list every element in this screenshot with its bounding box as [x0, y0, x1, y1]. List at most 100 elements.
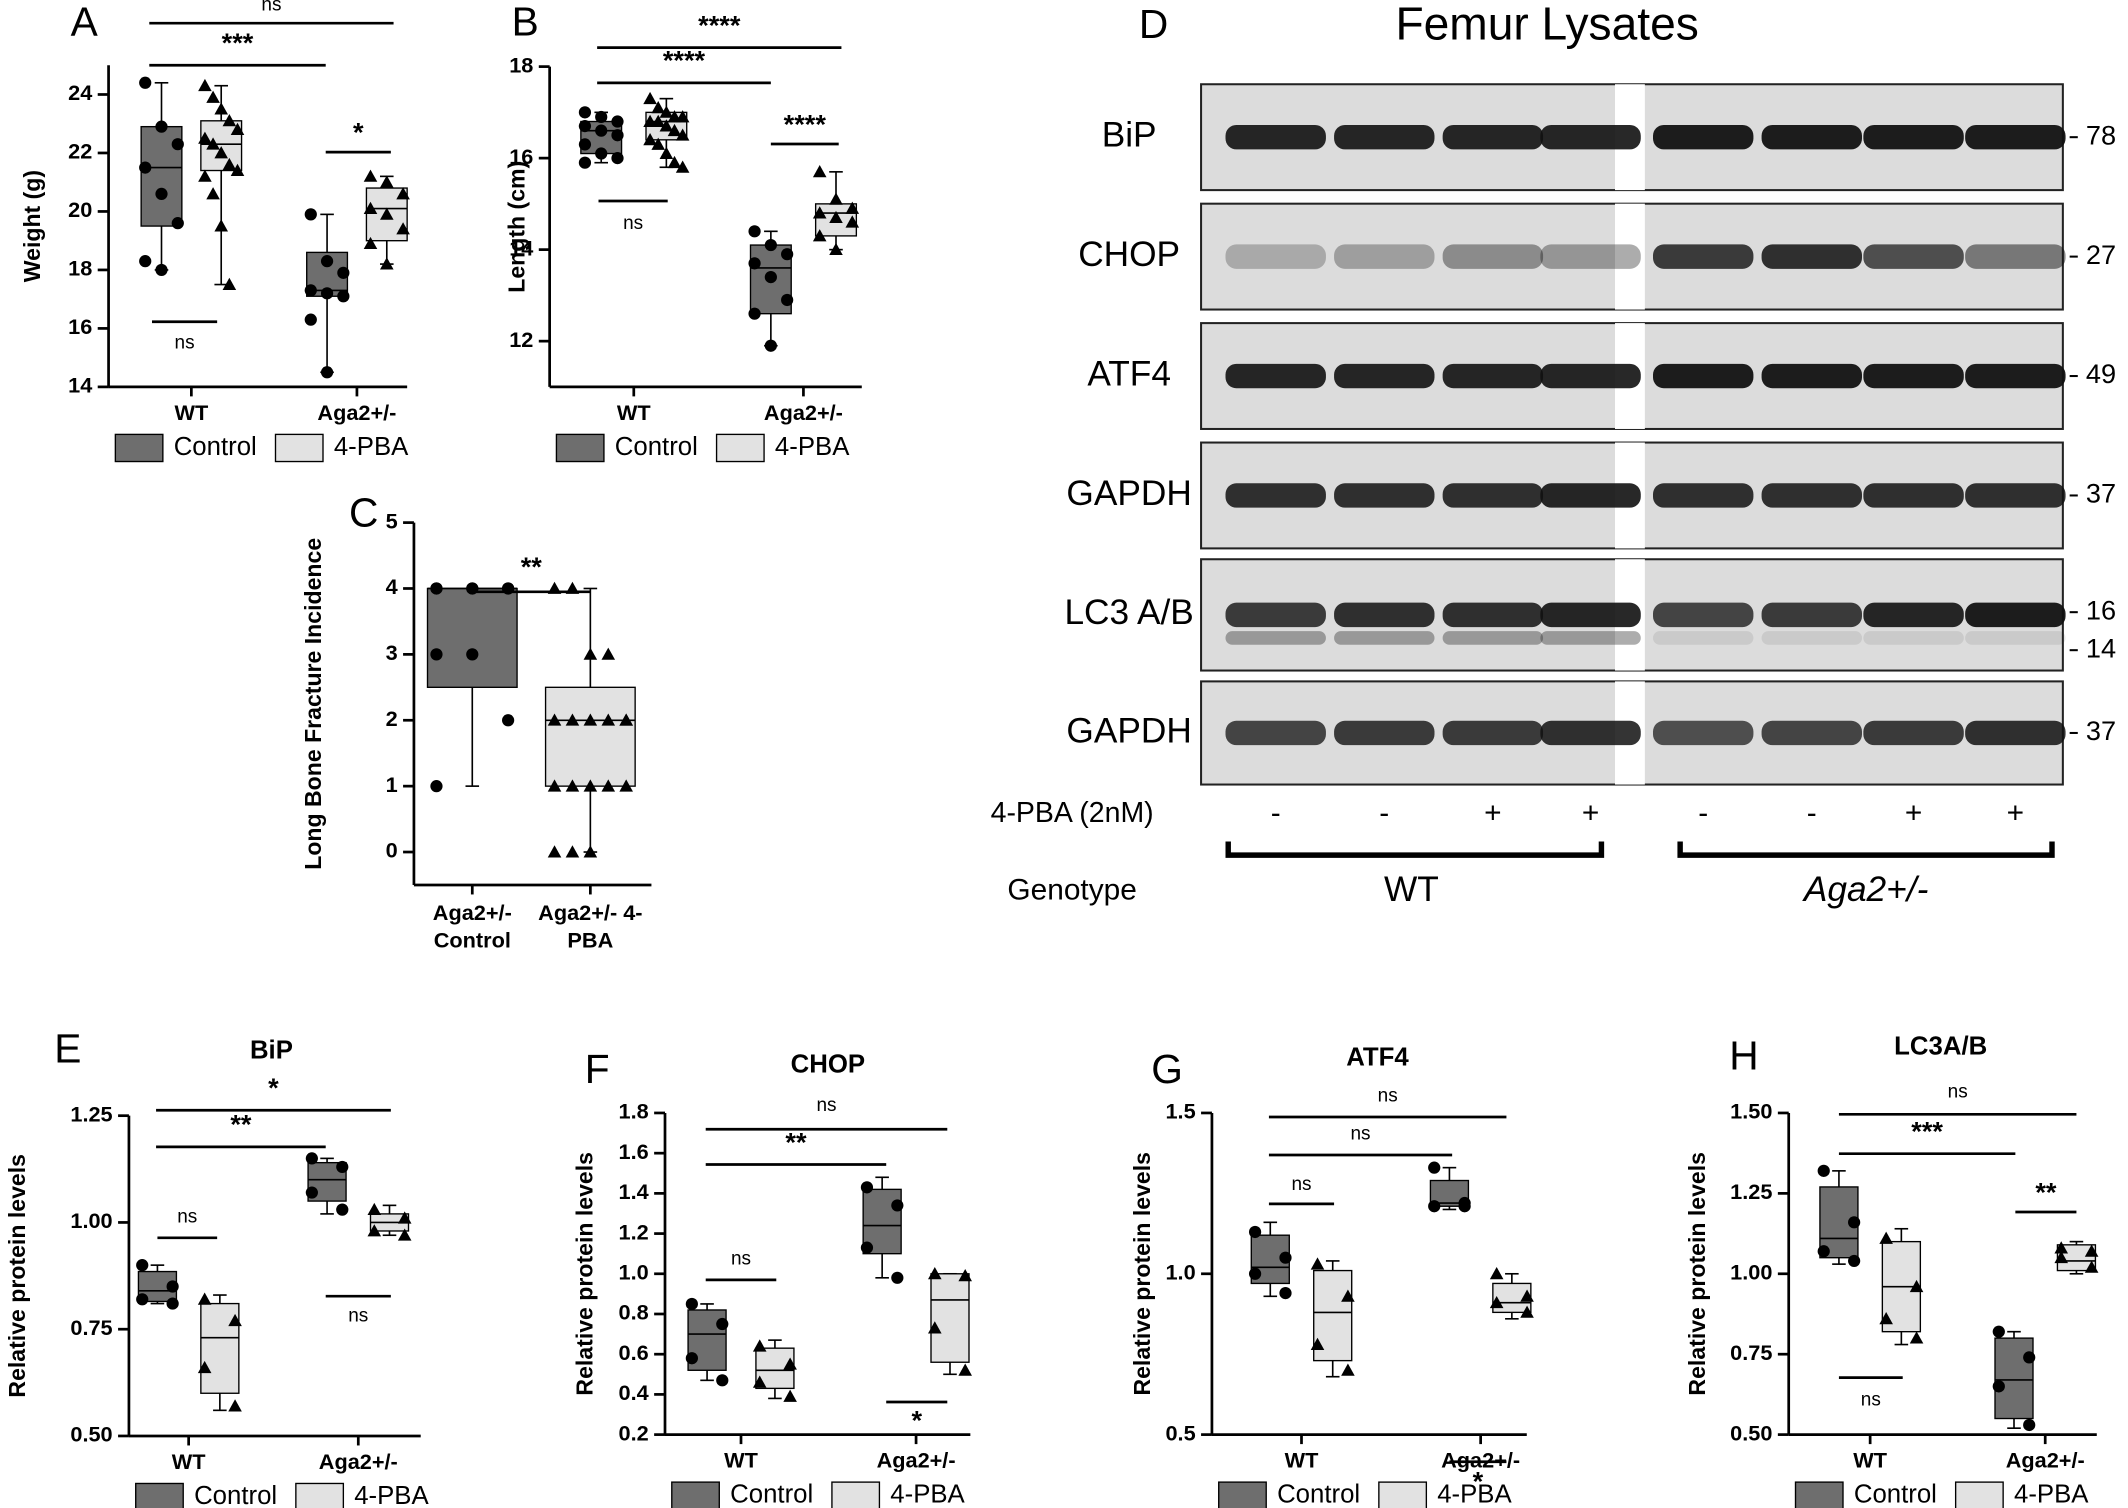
- band: [1653, 483, 1754, 508]
- significance-label: ns: [816, 1095, 836, 1116]
- data-point: [155, 263, 168, 277]
- x-tick-label-box: Aga2+/- Control: [432, 902, 512, 953]
- data-point: [1489, 1267, 1504, 1280]
- data-point: [583, 845, 598, 858]
- y-axis-title: Length (cm): [504, 161, 530, 293]
- data-point: [611, 129, 624, 142]
- x-tick-label: WT: [724, 1447, 758, 1472]
- data-point: [1520, 1305, 1534, 1318]
- data-point: [829, 210, 843, 224]
- data-point: [380, 207, 394, 220]
- x-tick-label: Aga2+/- Control: [432, 902, 512, 953]
- band: [1540, 720, 1641, 746]
- treatment-sign: -: [1807, 796, 1817, 829]
- band: [1442, 602, 1544, 628]
- band: [1442, 124, 1544, 150]
- y-tick-label: 0.6: [619, 1340, 649, 1365]
- data-point: [304, 208, 317, 221]
- data-point: [643, 91, 657, 105]
- data-point: [166, 1280, 179, 1293]
- data-point: [578, 156, 592, 169]
- significance-label: **: [521, 551, 543, 582]
- y-tick-label: 1.00: [1730, 1260, 1772, 1285]
- data-point: [685, 1297, 698, 1311]
- data-point: [1341, 1363, 1355, 1376]
- significance-label: ****: [784, 108, 827, 139]
- data-point: [198, 131, 212, 144]
- y-tick-label: 0.4: [619, 1380, 649, 1405]
- y-tick-label: 2: [386, 706, 398, 731]
- data-point: [166, 1297, 179, 1310]
- band: [1761, 602, 1862, 628]
- y-tick-label: 1.8: [619, 1099, 649, 1124]
- band: [1863, 602, 1964, 628]
- data-point: [230, 122, 245, 136]
- data-point: [1848, 1254, 1861, 1268]
- marker-size: 78: [2086, 119, 2116, 150]
- band: [1965, 631, 2066, 645]
- y-tick-label: 12: [509, 327, 533, 352]
- legend-label: Control: [1854, 1480, 1937, 1508]
- data-point: [1248, 1267, 1262, 1280]
- data-point: [230, 163, 245, 176]
- data-point: [336, 1160, 349, 1174]
- x-tick-label: WT: [1285, 1447, 1319, 1472]
- panel-letter: F: [585, 1046, 610, 1092]
- marker-size: 14: [2086, 632, 2116, 663]
- genotype-bracket: [1225, 841, 1605, 858]
- treatment-sign: +: [1905, 796, 1922, 829]
- y-tick-label: 1.50: [1730, 1099, 1772, 1124]
- data-point: [928, 1321, 942, 1334]
- band: [1863, 124, 1964, 150]
- band: [1653, 244, 1754, 269]
- marker-size: 37: [2086, 478, 2116, 509]
- data-point: [397, 1228, 412, 1241]
- data-point: [136, 1293, 149, 1306]
- y-tick-label: 0.2: [619, 1420, 649, 1445]
- row-label: GAPDH: [1066, 474, 1191, 513]
- significance-label: ****: [698, 9, 741, 40]
- data-point: [891, 1199, 904, 1212]
- x-tick-label: WT: [172, 1449, 206, 1474]
- data-point: [320, 366, 334, 379]
- data-point: [337, 290, 350, 303]
- data-point: [171, 138, 184, 151]
- band: [1863, 363, 1964, 389]
- data-point: [675, 160, 690, 173]
- chart-title: ATF4: [1346, 1043, 1409, 1071]
- treatment-label: 4-PBA (2nM): [991, 797, 1154, 829]
- data-point: [139, 161, 152, 174]
- x-tick-label: Aga2+/- 4-PBA: [538, 902, 643, 953]
- data-point: [601, 647, 616, 660]
- data-point: [651, 101, 665, 114]
- data-point: [139, 76, 152, 89]
- band: [1653, 363, 1754, 389]
- data-point: [1992, 1380, 2005, 1393]
- legend-label: Control: [194, 1482, 277, 1508]
- y-tick-label: 0: [386, 838, 398, 863]
- box: [200, 1302, 240, 1394]
- data-point: [1248, 1225, 1262, 1239]
- data-point: [197, 1360, 212, 1374]
- data-point: [716, 1374, 729, 1387]
- legend-label: 4-PBA: [1437, 1480, 1512, 1508]
- data-point: [228, 1313, 242, 1327]
- y-tick-label: 1.25: [1730, 1179, 1772, 1204]
- treatment-sign: -: [1698, 796, 1708, 829]
- data-point: [860, 1241, 874, 1254]
- significance-label: ns: [175, 332, 195, 353]
- data-point: [222, 277, 237, 290]
- data-point: [829, 192, 843, 205]
- blot-title: Femur Lysates: [1395, 0, 1698, 49]
- box: [426, 587, 518, 688]
- band: [1225, 363, 1326, 389]
- band: [1761, 483, 1862, 508]
- y-tick-label: 16: [509, 144, 533, 169]
- significance-label: ns: [1948, 1082, 1968, 1103]
- data-point: [336, 1203, 349, 1216]
- data-point: [748, 307, 761, 320]
- data-point: [578, 106, 592, 119]
- y-tick-label: 1.6: [619, 1139, 649, 1164]
- x-tick-label: WT: [1853, 1447, 1887, 1472]
- data-point: [466, 648, 479, 661]
